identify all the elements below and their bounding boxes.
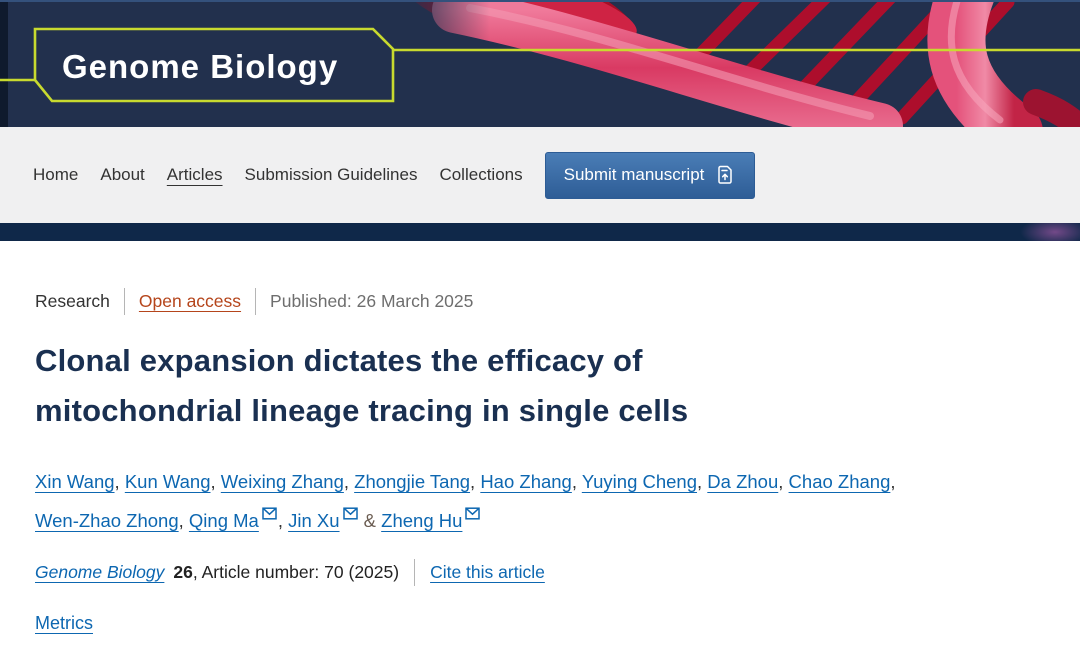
submit-manuscript-button[interactable]: Submit manuscript bbox=[544, 151, 756, 199]
nav-item-home[interactable]: Home bbox=[33, 165, 79, 184]
author-link[interactable]: Jin Xu bbox=[288, 510, 340, 531]
article-meta-row: Research Open access Published: 26 March… bbox=[35, 288, 1045, 315]
author-separator: , bbox=[697, 471, 708, 492]
author-link[interactable]: Xin Wang bbox=[35, 471, 115, 492]
email-icon[interactable] bbox=[342, 494, 358, 533]
cite-this-article-link[interactable]: Cite this article bbox=[430, 562, 545, 582]
open-access-link[interactable]: Open access bbox=[138, 291, 242, 311]
article-number-text: , Article number: 70 (2025) bbox=[192, 562, 400, 582]
author-link[interactable]: Qing Ma bbox=[188, 510, 259, 531]
author-list: Xin Wang, Kun Wang, Weixing Zhang, Zhong… bbox=[35, 462, 1045, 540]
meta-divider bbox=[123, 288, 125, 315]
author-link[interactable]: Weixing Zhang bbox=[220, 471, 344, 492]
header-divider-strip bbox=[0, 223, 1080, 241]
nav-item-collections[interactable]: Collections bbox=[439, 165, 523, 184]
author-separator: & bbox=[358, 510, 382, 531]
header-left-edge-shade bbox=[0, 2, 8, 127]
meta-divider bbox=[255, 288, 257, 315]
manuscript-upload-icon bbox=[714, 164, 736, 186]
volume-number: 26 bbox=[173, 562, 193, 582]
author-link[interactable]: Yuying Cheng bbox=[581, 471, 698, 492]
nav-item-submission-guidelines[interactable]: Submission Guidelines bbox=[244, 165, 418, 184]
author-link[interactable]: Da Zhou bbox=[707, 471, 779, 492]
citation-row: Genome Biology 26 , Article number: 70 (… bbox=[35, 559, 1045, 586]
author-separator: , bbox=[571, 471, 582, 492]
article-title-line1: Clonal expansion dictates the efficacy o… bbox=[35, 343, 643, 378]
nav-item-articles[interactable]: Articles bbox=[166, 165, 223, 184]
journal-logo[interactable]: Genome Biology bbox=[62, 48, 339, 85]
author-separator: , bbox=[114, 471, 125, 492]
author-link[interactable]: Zhongjie Tang bbox=[354, 471, 471, 492]
author-link[interactable]: Hao Zhang bbox=[480, 471, 572, 492]
article-title-line2: mitochondrial lineage tracing in single … bbox=[35, 393, 689, 428]
author-separator: , bbox=[470, 471, 481, 492]
metrics-row: Metrics bbox=[35, 613, 1045, 634]
nav-item-about[interactable]: About bbox=[100, 165, 145, 184]
dna-helix-image bbox=[400, 2, 1080, 127]
author-separator: , bbox=[210, 471, 221, 492]
author-link[interactable]: Chao Zhang bbox=[788, 471, 891, 492]
author-separator: , bbox=[778, 471, 789, 492]
submit-manuscript-label: Submit manuscript bbox=[563, 165, 705, 184]
author-link[interactable]: Wen-Zhao Zhong bbox=[35, 510, 179, 531]
metrics-link[interactable]: Metrics bbox=[35, 613, 93, 633]
journal-citation-link[interactable]: Genome Biology bbox=[35, 562, 165, 582]
author-separator: , bbox=[277, 510, 289, 531]
author-separator: , bbox=[343, 471, 355, 492]
article-title: Clonal expansion dictates the efficacy o… bbox=[35, 336, 1045, 436]
author-link[interactable]: Kun Wang bbox=[124, 471, 211, 492]
published-date: Published: 26 March 2025 bbox=[270, 291, 474, 311]
article-type-label: Research bbox=[35, 291, 110, 311]
site-header: Genome Biology bbox=[0, 0, 1080, 127]
citation-divider bbox=[414, 559, 416, 586]
main-navigation: Home About Articles Submission Guideline… bbox=[0, 127, 1080, 223]
author-separator: , bbox=[890, 471, 896, 492]
author-separator: , bbox=[178, 510, 189, 531]
strip-decoration bbox=[1020, 223, 1080, 241]
email-icon[interactable] bbox=[262, 494, 277, 533]
email-icon[interactable] bbox=[465, 494, 481, 533]
article-header-section: Research Open access Published: 26 March… bbox=[0, 241, 1080, 634]
author-link[interactable]: Zheng Hu bbox=[381, 510, 463, 531]
